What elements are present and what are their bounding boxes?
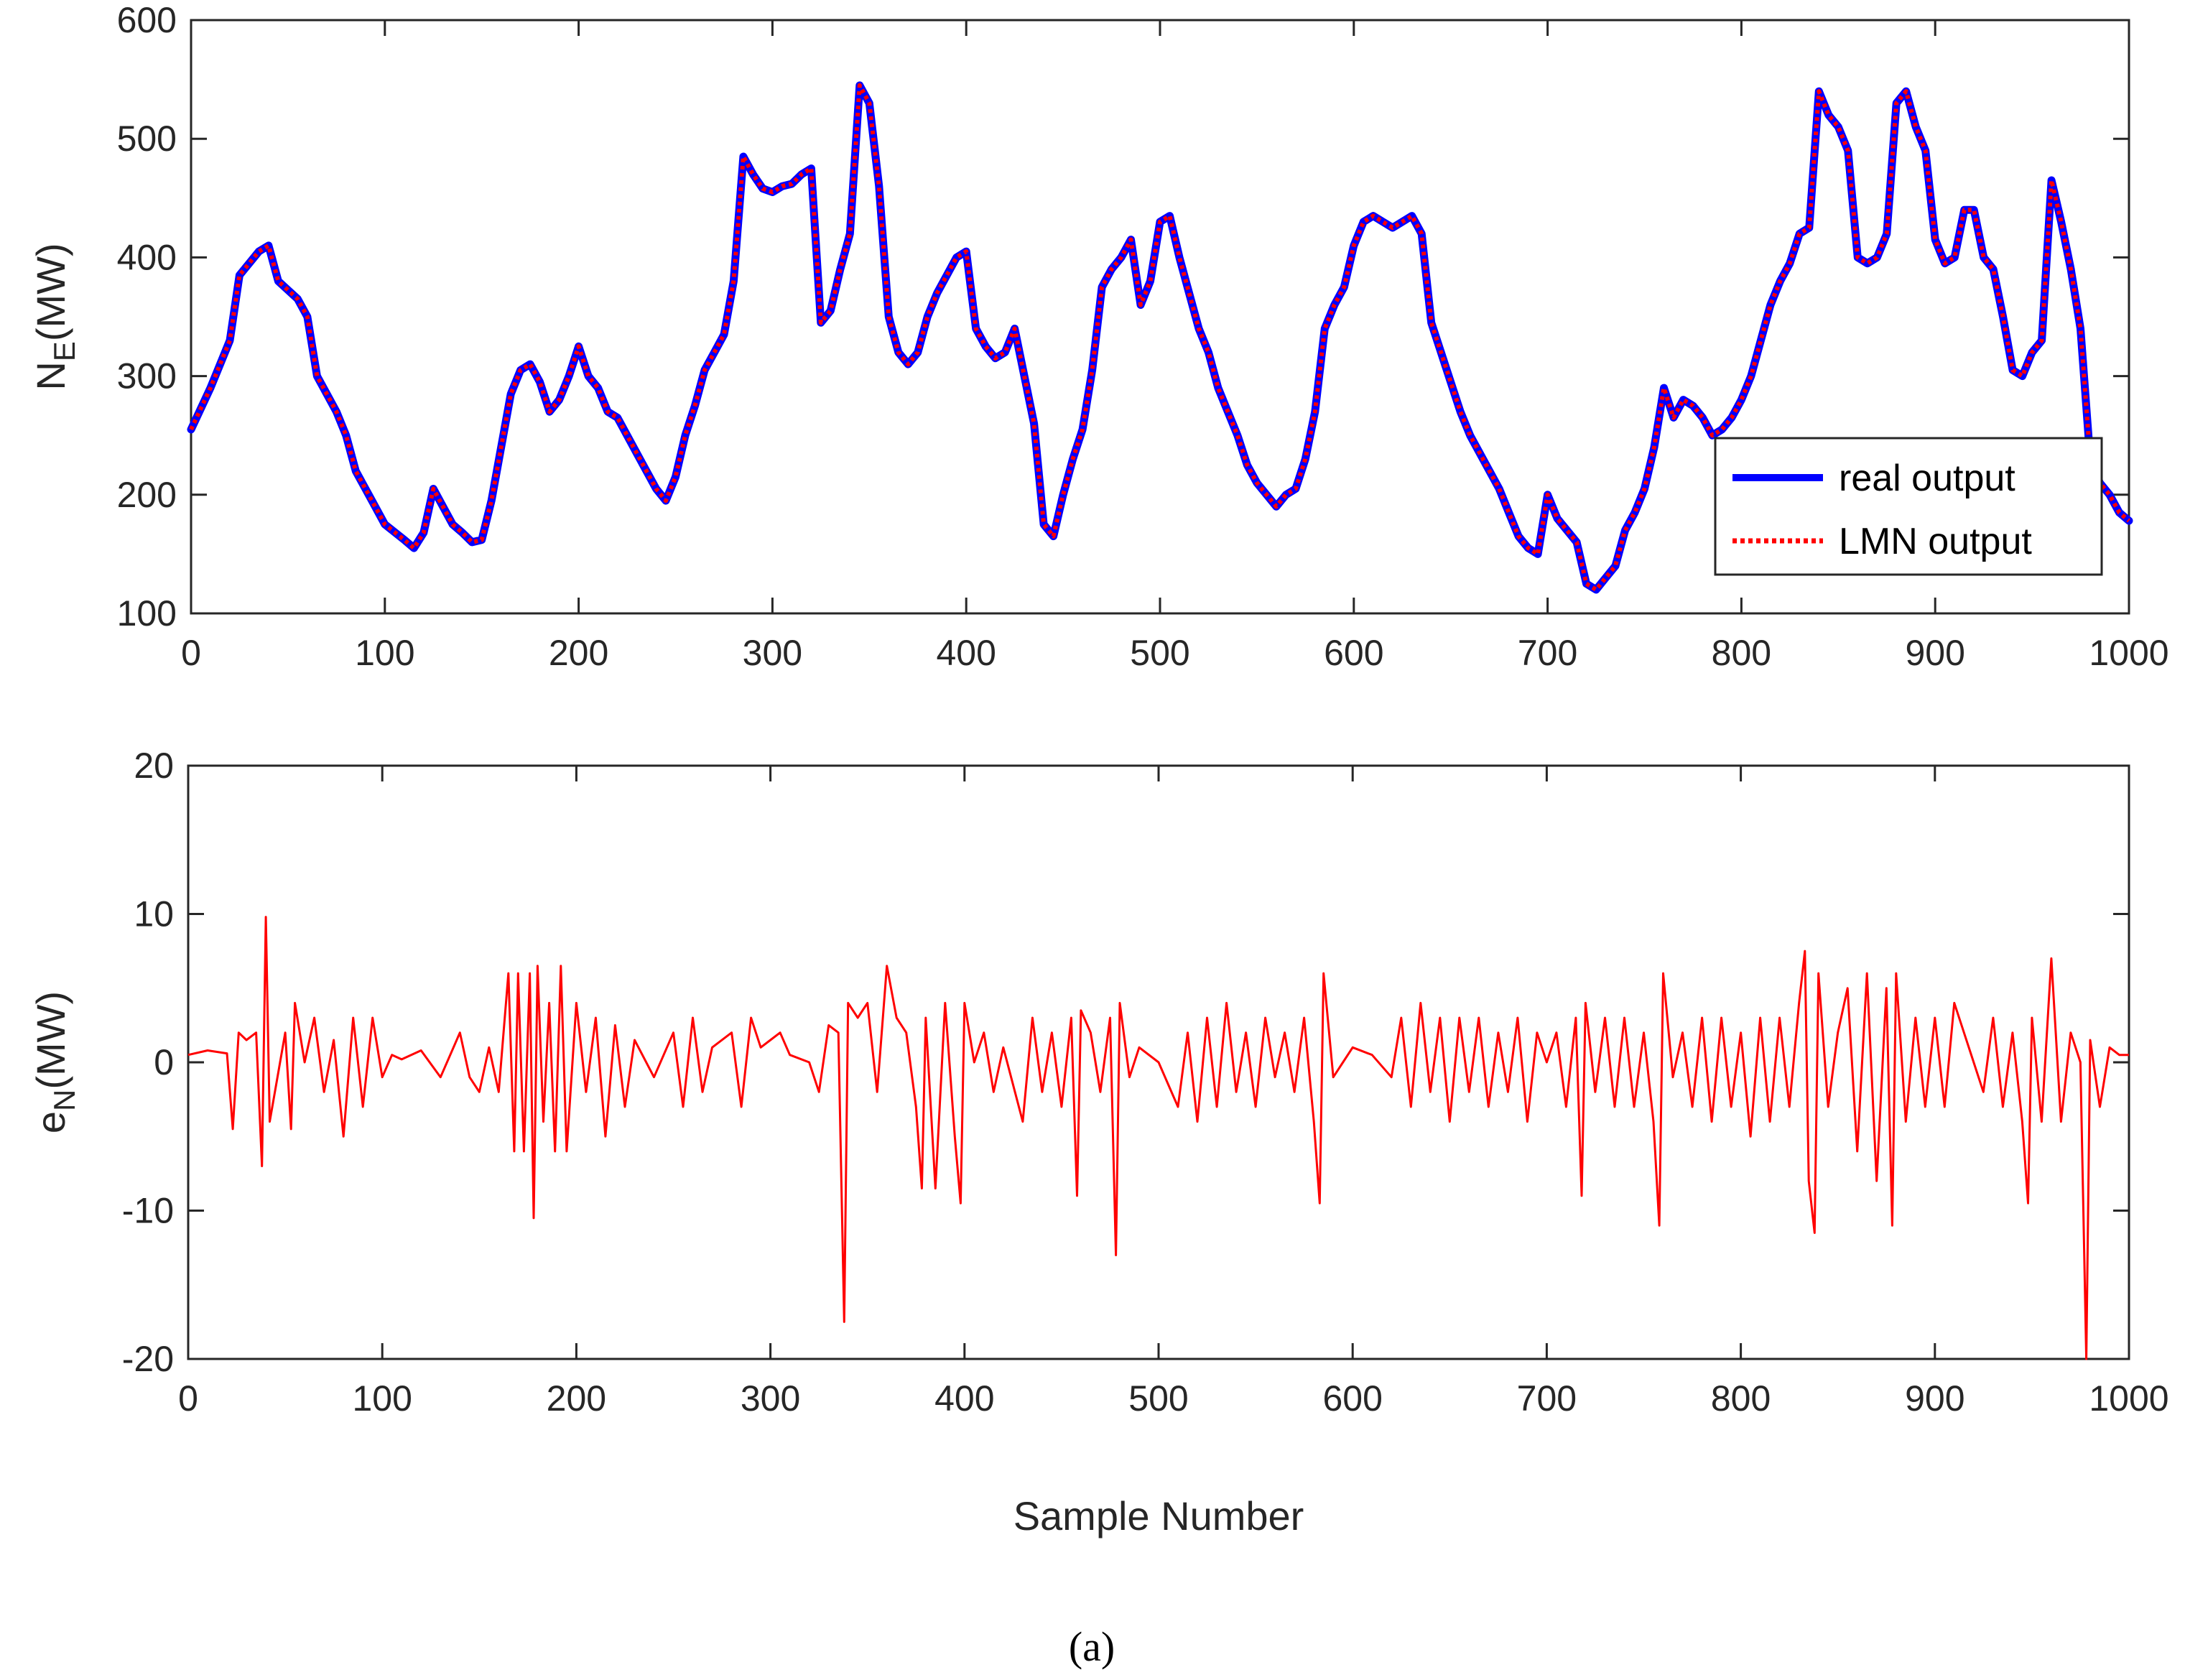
top-x-tick-label: 300 [743,633,802,673]
bottom-y-axis-label-subscript: N [47,1090,81,1111]
bottom-x-tick-label: 100 [352,1378,412,1419]
top-x-tick-label: 1000 [2089,633,2168,673]
bottom-y-axis-label: eN(MW) [28,991,81,1133]
top-x-tick-label: 500 [1130,633,1189,673]
top-y-tick-label: 300 [117,356,177,396]
bottom-x-tick-label: 500 [1128,1378,1188,1419]
bottom-y-tick-label: 0 [154,1042,174,1082]
top-x-tick-label: 800 [1712,633,1771,673]
bottom-x-tick-label: 700 [1517,1378,1577,1419]
bottom-x-tick-label: 800 [1711,1378,1771,1419]
top-axis-ticks: 0 100 200 300 400 500 600 700 800 900 100010020030… [117,0,2169,673]
top-y-axis-label-main: N [28,361,73,390]
bottom-x-tick-label: 0 [178,1378,198,1419]
x-axis-label: Sample Number [1013,1493,1304,1539]
legend-box [1714,437,2103,576]
top-x-tick-label: 100 [355,633,414,673]
bottom-y-tick-label: 20 [134,746,174,786]
bottom-y-tick-label: -10 [122,1191,174,1231]
top-y-axis-label-unit: (MW) [28,243,73,341]
top-x-tick-label: 700 [1518,633,1577,673]
top-y-tick-label: 400 [117,237,177,277]
bottom-x-tick-label: 1000 [2089,1378,2168,1419]
top-y-tick-label: 600 [117,0,177,40]
bottom-y-tick-label: 10 [134,894,174,934]
bottom-axis-ticks: 0 100 200 300 400 500 600 700 800 900 1000 -20 -10 0 1… [122,746,2169,1419]
bottom-x-tick-label: 200 [547,1378,606,1419]
legend-real-output-label: real output [1839,458,2015,499]
top-chart-panel: 0 100 200 300 400 500 600 700 800 900 100010020030… [28,0,2169,673]
top-y-tick-label: 500 [117,119,177,159]
top-y-axis-label-subscript: E [47,341,81,361]
legend-lmn-output-label: LMN output [1839,521,2032,562]
top-x-tick-label: 400 [936,633,996,673]
top-y-tick-label: 200 [117,475,177,515]
lmn-output-line [189,83,2130,592]
top-x-tick-label: 600 [1324,633,1383,673]
top-y-tick-label: 100 [117,593,177,634]
bottom-x-tick-label: 900 [1905,1378,1964,1419]
bottom-x-tick-label: 300 [741,1378,800,1419]
bottom-y-tick-label: -20 [122,1339,174,1379]
bottom-y-axis-label-unit: (MW) [28,991,73,1090]
figure-caption: (a) [1069,1623,1115,1670]
top-x-tick-label: 200 [549,633,608,673]
bottom-y-axis-label-main: e [28,1111,73,1133]
error-line [187,916,2129,1360]
bottom-chart-panel: 0 100 200 300 400 500 600 700 800 900 1000 -20 -10 0 1… [28,746,2169,1539]
bottom-x-tick-label: 400 [934,1378,994,1419]
top-y-axis-label: NE(MW) [28,243,81,390]
top-x-tick-label: 900 [1905,633,1964,673]
legend: real output LMN output [1714,437,2103,576]
top-x-tick-label: 0 [181,633,201,673]
bottom-x-tick-label: 600 [1322,1378,1382,1419]
